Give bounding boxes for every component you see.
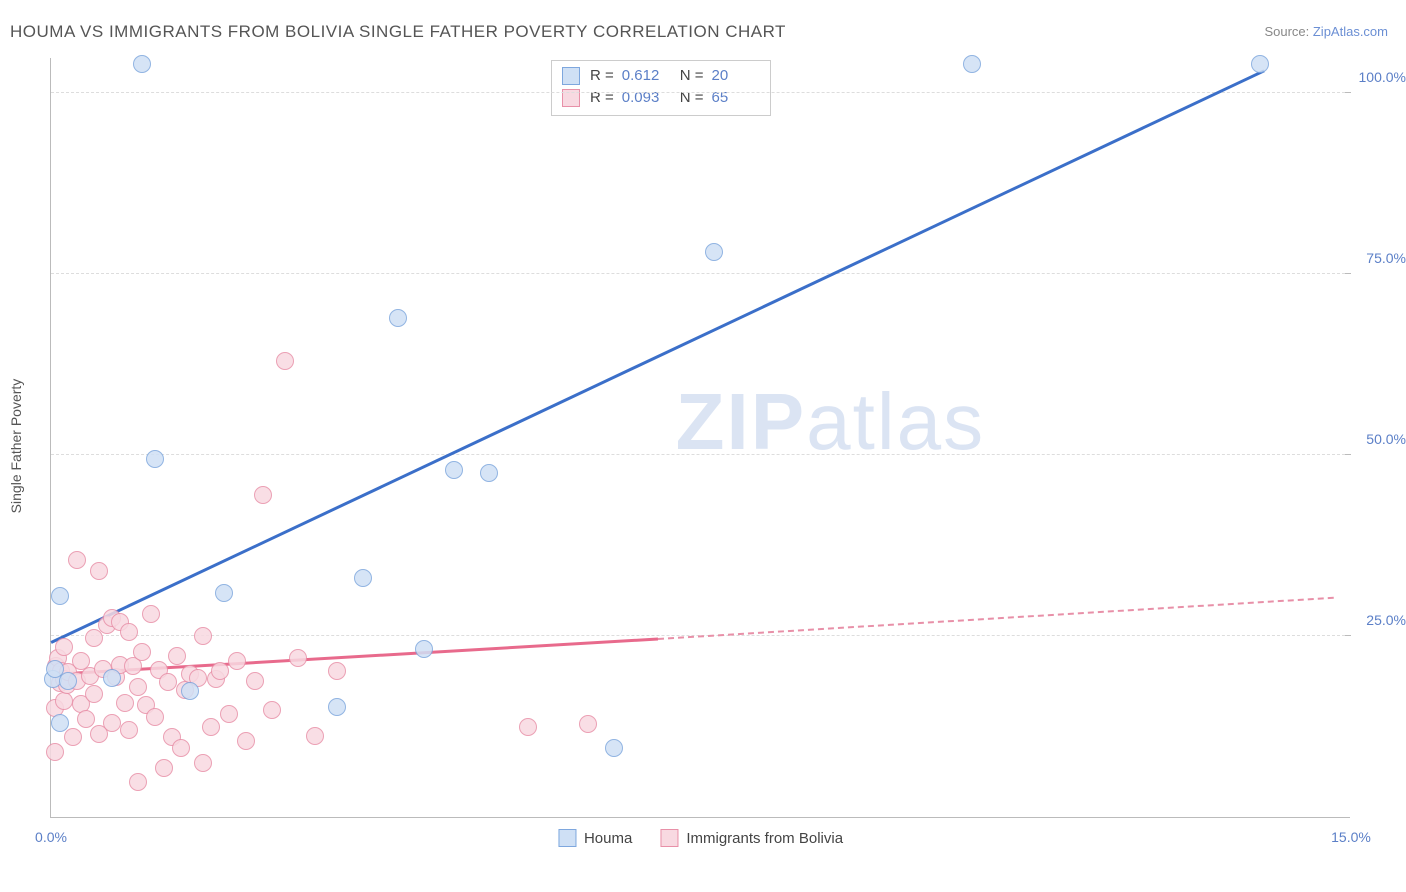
y-tick-label: 25.0% — [1366, 612, 1406, 628]
data-point-bolivia — [155, 759, 173, 777]
data-point-bolivia — [85, 685, 103, 703]
x-tick-label: 0.0% — [35, 829, 67, 845]
data-point-houma — [963, 55, 981, 73]
data-point-bolivia — [120, 623, 138, 641]
data-point-houma — [1251, 55, 1269, 73]
source-prefix: Source: — [1264, 24, 1312, 39]
legend-item-bolivia: Immigrants from Bolivia — [660, 829, 843, 847]
data-point-bolivia — [64, 728, 82, 746]
data-point-bolivia — [246, 672, 264, 690]
data-point-bolivia — [306, 727, 324, 745]
bolivia-n-value: 65 — [712, 87, 760, 109]
chart-title: HOUMA VS IMMIGRANTS FROM BOLIVIA SINGLE … — [10, 22, 786, 42]
gridline — [51, 92, 1350, 93]
data-point-bolivia — [55, 692, 73, 710]
trendline — [658, 596, 1334, 639]
data-point-bolivia — [159, 673, 177, 691]
data-point-bolivia — [55, 638, 73, 656]
data-point-bolivia — [168, 647, 186, 665]
source-link[interactable]: ZipAtlas.com — [1313, 24, 1388, 39]
swatch-houma — [562, 67, 580, 85]
data-point-houma — [103, 669, 121, 687]
n-label: N = — [680, 87, 704, 109]
data-point-bolivia — [194, 627, 212, 645]
data-point-bolivia — [116, 694, 134, 712]
data-point-bolivia — [133, 643, 151, 661]
data-point-bolivia — [579, 715, 597, 733]
data-point-bolivia — [129, 678, 147, 696]
legend-label-houma: Houma — [584, 830, 632, 847]
data-point-houma — [480, 464, 498, 482]
data-point-houma — [146, 450, 164, 468]
legend-label-bolivia: Immigrants from Bolivia — [686, 830, 843, 847]
data-point-bolivia — [228, 652, 246, 670]
data-point-houma — [181, 682, 199, 700]
y-tick-label: 100.0% — [1359, 69, 1406, 85]
y-axis-label: Single Father Poverty — [8, 379, 24, 514]
tick-mark — [1345, 635, 1351, 636]
y-tick-label: 75.0% — [1366, 250, 1406, 266]
data-point-bolivia — [172, 739, 190, 757]
swatch-bolivia — [660, 829, 678, 847]
houma-n-value: 20 — [712, 65, 760, 87]
plot-area: ZIPatlas R = 0.612 N = 20 R = 0.093 N = … — [50, 58, 1350, 818]
stats-box: R = 0.612 N = 20 R = 0.093 N = 65 — [551, 60, 771, 116]
data-point-bolivia — [90, 562, 108, 580]
data-point-bolivia — [211, 662, 229, 680]
swatch-houma — [558, 829, 576, 847]
data-point-bolivia — [142, 605, 160, 623]
data-point-houma — [59, 672, 77, 690]
data-point-bolivia — [276, 352, 294, 370]
data-point-bolivia — [519, 718, 537, 736]
data-point-bolivia — [120, 721, 138, 739]
data-point-houma — [133, 55, 151, 73]
data-point-bolivia — [68, 551, 86, 569]
gridline — [51, 273, 1350, 274]
data-point-bolivia — [129, 773, 147, 791]
data-point-houma — [605, 739, 623, 757]
data-point-houma — [328, 698, 346, 716]
legend-item-houma: Houma — [558, 829, 632, 847]
data-point-houma — [389, 309, 407, 327]
r-label: R = — [590, 87, 614, 109]
data-point-houma — [415, 640, 433, 658]
tick-mark — [1345, 92, 1351, 93]
gridline — [51, 454, 1350, 455]
data-point-houma — [354, 569, 372, 587]
data-point-houma — [705, 243, 723, 261]
data-point-bolivia — [77, 710, 95, 728]
data-point-bolivia — [202, 718, 220, 736]
data-point-bolivia — [263, 701, 281, 719]
data-point-houma — [51, 587, 69, 605]
n-label: N = — [680, 65, 704, 87]
tick-mark — [1345, 273, 1351, 274]
x-tick-label: 15.0% — [1331, 829, 1371, 845]
data-point-bolivia — [103, 714, 121, 732]
data-point-houma — [51, 714, 69, 732]
data-point-houma — [445, 461, 463, 479]
y-tick-label: 50.0% — [1366, 431, 1406, 447]
data-point-bolivia — [254, 486, 272, 504]
data-point-houma — [215, 584, 233, 602]
legend: Houma Immigrants from Bolivia — [558, 829, 843, 847]
trendline — [50, 69, 1264, 643]
data-point-bolivia — [289, 649, 307, 667]
data-point-bolivia — [146, 708, 164, 726]
stats-row-houma: R = 0.612 N = 20 — [562, 65, 760, 87]
source-attribution: Source: ZipAtlas.com — [1264, 24, 1388, 39]
data-point-bolivia — [194, 754, 212, 772]
data-point-bolivia — [328, 662, 346, 680]
tick-mark — [1345, 454, 1351, 455]
bolivia-r-value: 0.093 — [622, 87, 670, 109]
data-point-bolivia — [46, 743, 64, 761]
stats-row-bolivia: R = 0.093 N = 65 — [562, 87, 760, 109]
r-label: R = — [590, 65, 614, 87]
data-point-bolivia — [220, 705, 238, 723]
data-point-bolivia — [237, 732, 255, 750]
houma-r-value: 0.612 — [622, 65, 670, 87]
